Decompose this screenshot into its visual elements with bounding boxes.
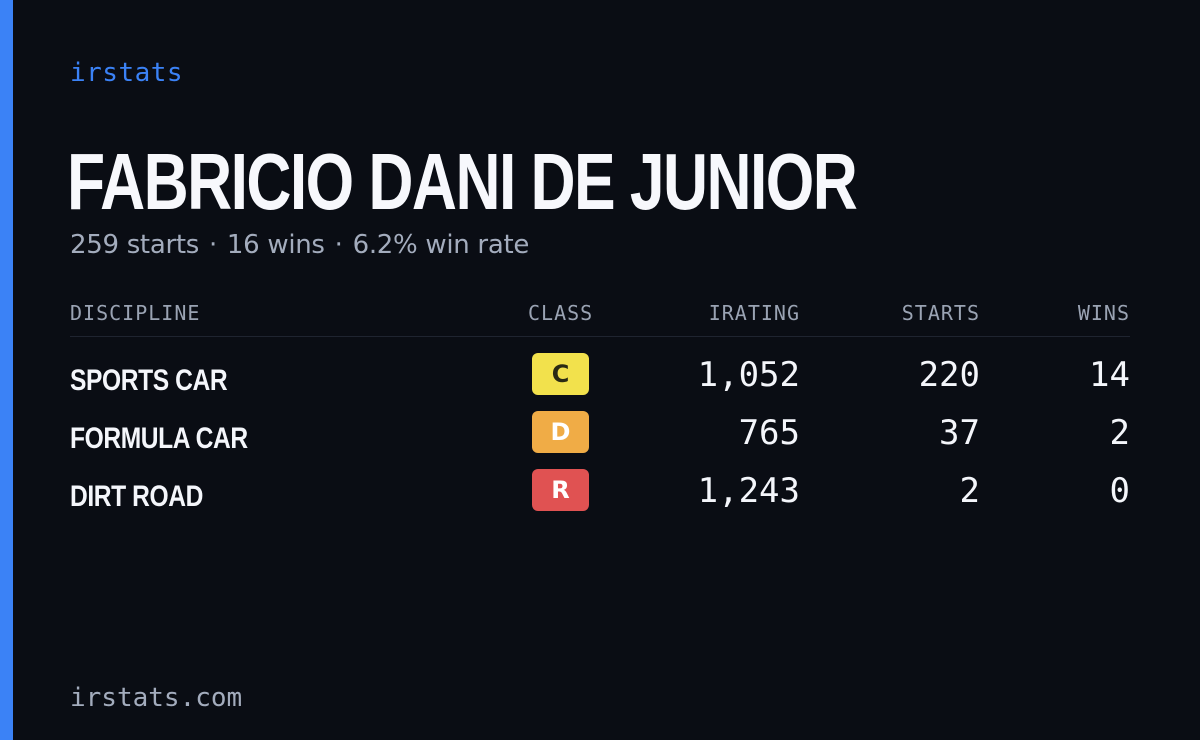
starts-value: 220 <box>918 355 980 395</box>
separator: · <box>334 230 343 260</box>
table-header: DISCIPLINE CLASS IRATING STARTS WINS <box>70 296 1130 337</box>
discipline-name: SPORTS CAR <box>70 364 228 397</box>
wins-value: 2 <box>1109 413 1130 453</box>
footer-url: irstats.com <box>70 683 243 713</box>
header-class: CLASS <box>528 301 594 325</box>
table-body: SPORTS CAR C 1,052 220 14 FORMULA CAR D … <box>70 337 1130 527</box>
starts-value: 2 <box>959 471 980 511</box>
class-badge: D <box>532 411 589 453</box>
irating-value: 1,243 <box>697 471 800 511</box>
player-summary: 259 starts · 16 wins · 6.2% win rate <box>70 228 529 262</box>
separator: · <box>208 230 217 260</box>
winrate-summary: 6.2% win rate <box>352 230 530 260</box>
irating-value: 765 <box>738 413 800 453</box>
brand-logo-text: irstats <box>70 58 184 88</box>
discipline-name: FORMULA CAR <box>70 422 248 455</box>
table-row: DIRT ROAD R 1,243 2 0 <box>70 469 1130 527</box>
irating-value: 1,052 <box>697 355 800 395</box>
header-discipline: DISCIPLINE <box>70 301 201 325</box>
wins-value: 0 <box>1109 471 1130 511</box>
table-row: SPORTS CAR C 1,052 220 14 <box>70 353 1130 411</box>
starts-value: 37 <box>939 413 980 453</box>
header-irating: IRATING <box>708 301 800 325</box>
accent-bar <box>0 0 13 740</box>
wins-value: 14 <box>1089 355 1130 395</box>
class-badge: R <box>532 469 589 511</box>
wins-summary: 16 wins <box>226 230 325 260</box>
header-starts: STARTS <box>901 301 980 325</box>
starts-summary: 259 starts <box>70 230 199 260</box>
header-wins: WINS <box>1077 301 1130 325</box>
player-name: FABRICIO DANI DE JUNIOR <box>67 137 858 226</box>
discipline-name: DIRT ROAD <box>70 480 203 513</box>
discipline-stats-table: DISCIPLINE CLASS IRATING STARTS WINS SPO… <box>70 296 1130 527</box>
table-row: FORMULA CAR D 765 37 2 <box>70 411 1130 469</box>
class-badge: C <box>532 353 589 395</box>
